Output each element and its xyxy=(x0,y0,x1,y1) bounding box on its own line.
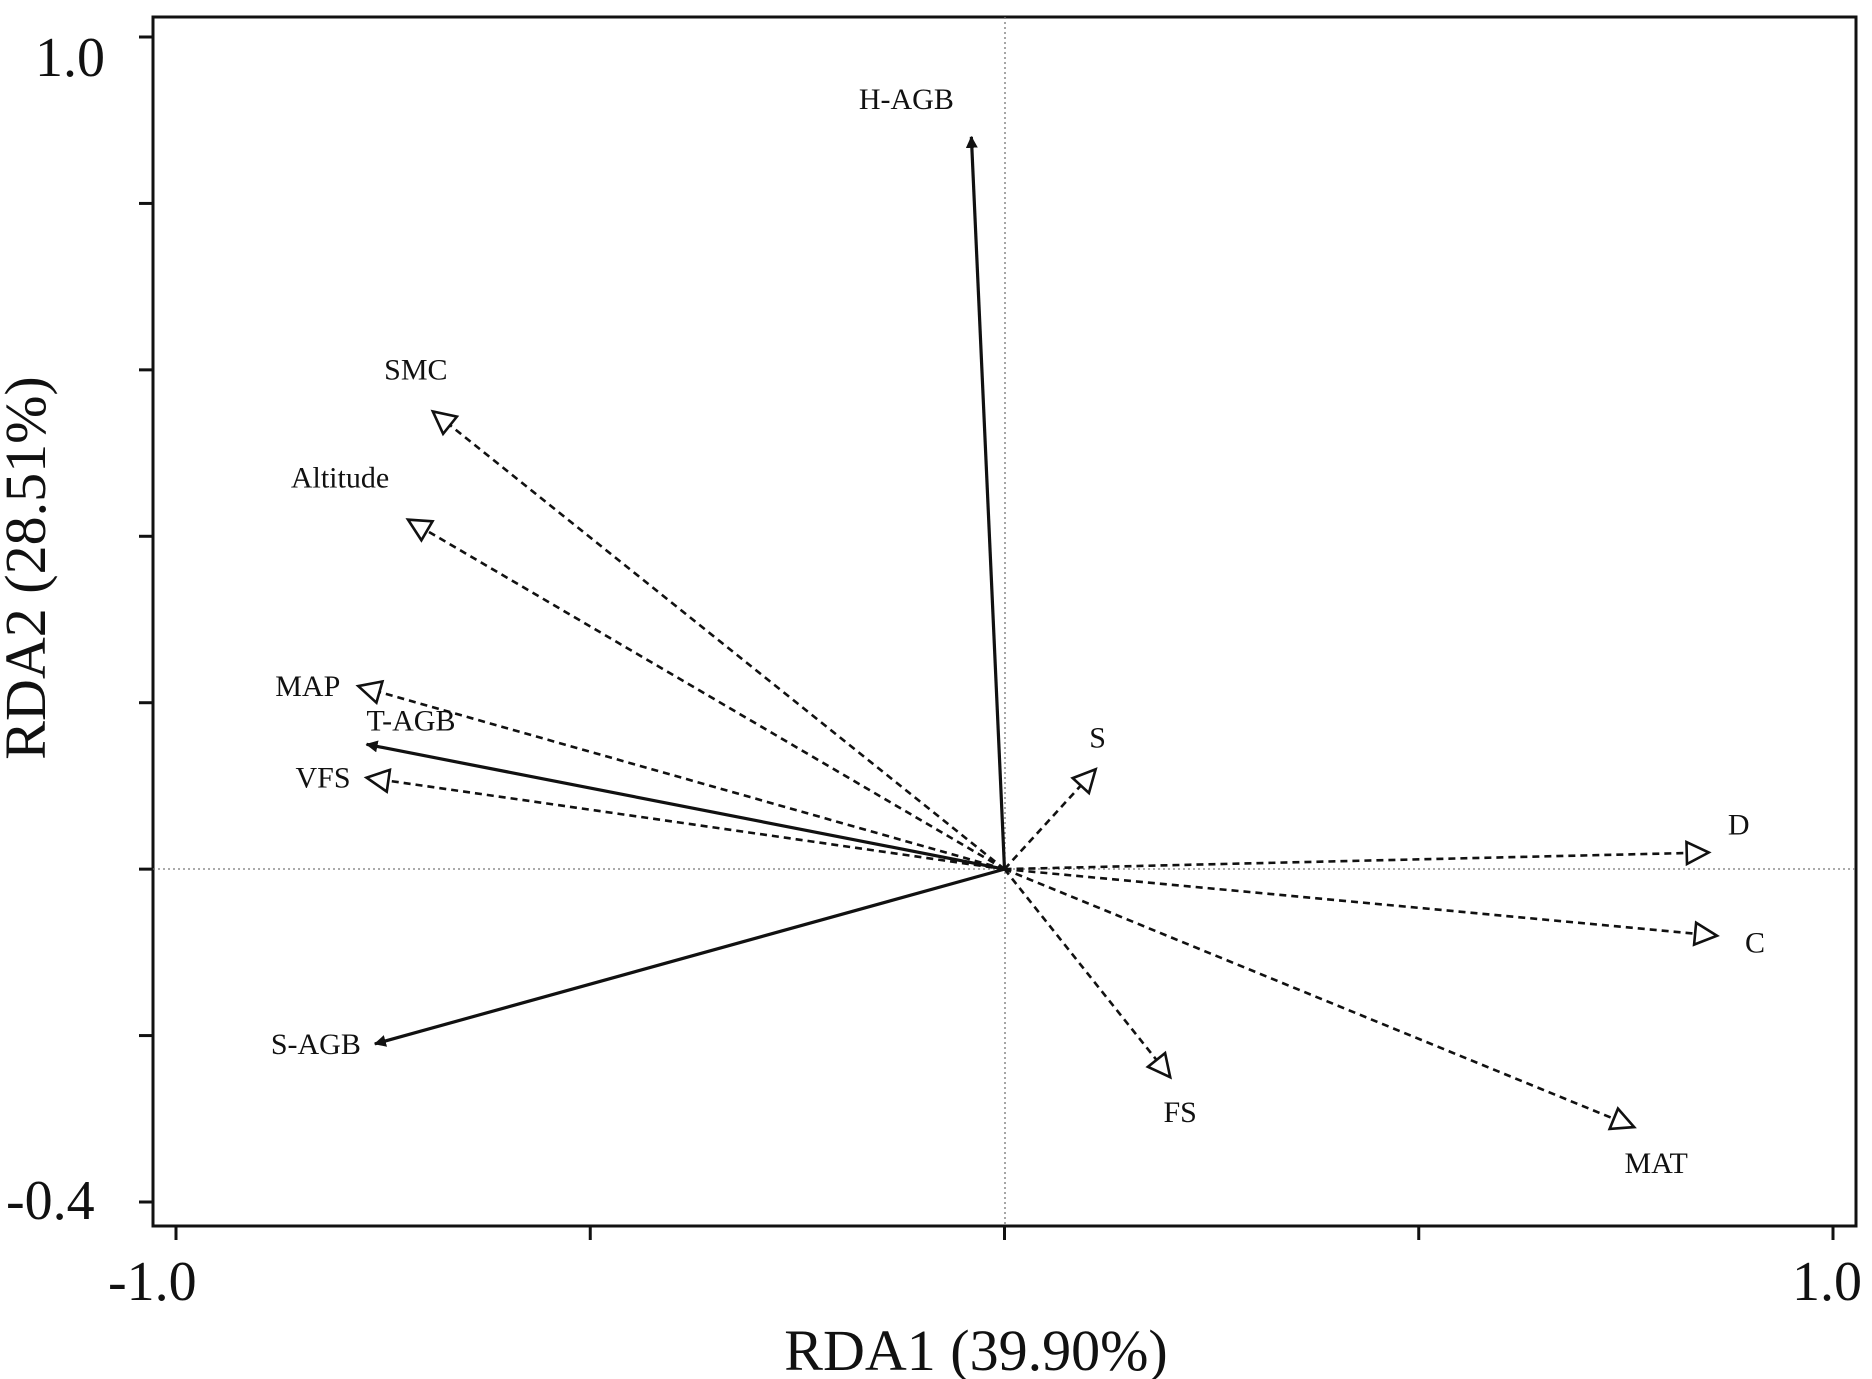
vector-label-fs: FS xyxy=(1164,1096,1197,1129)
x-tick-label-left: -1.0 xyxy=(108,1251,197,1313)
x-tick-label-right: 1.0 xyxy=(1792,1251,1862,1313)
y-axis-label: RDA2 (28.51%) xyxy=(0,376,58,759)
vector-label-s: S xyxy=(1089,721,1106,754)
vectors xyxy=(355,135,1720,1131)
x-axis-label: RDA1 (39.90%) xyxy=(784,1318,1167,1379)
vector-label-s-agb: S-AGB xyxy=(271,1028,361,1061)
response-vector-t-agb xyxy=(365,740,1005,871)
vector-label-smc: SMC xyxy=(384,353,447,386)
vector-label-map: MAP xyxy=(275,670,340,703)
vector-label-vfs: VFS xyxy=(296,762,351,795)
explanatory-vector-s xyxy=(1003,767,1098,871)
vector-label-altitude: Altitude xyxy=(291,462,389,495)
explanatory-vector-fs xyxy=(1003,868,1173,1080)
vector-label-c: C xyxy=(1745,927,1765,960)
explanatory-vector-mat xyxy=(1004,867,1637,1131)
explanatory-vector-map xyxy=(355,679,1005,871)
explanatory-vector-smc xyxy=(430,409,1006,871)
vector-labels: SMC Altitude MAP VFS S D C FS MAT H-AGB T-AGB S-AGB xyxy=(271,83,1765,1180)
explanatory-vector-altitude xyxy=(405,518,1006,871)
vector-label-h-agb: H-AGB xyxy=(859,83,954,116)
explanatory-vector-d xyxy=(1004,839,1712,871)
response-vector-h-agb xyxy=(965,135,1007,870)
response-vector-s-agb xyxy=(373,867,1005,1047)
vector-label-t-agb: T-AGB xyxy=(367,704,456,737)
y-tick-label-top: 1.0 xyxy=(35,27,105,89)
vector-label-d: D xyxy=(1728,809,1750,842)
axis-ticks xyxy=(139,35,1835,1240)
explanatory-vector-c xyxy=(1004,867,1720,947)
y-tick-label-bottom: -0.4 xyxy=(6,1170,95,1232)
vector-label-mat: MAT xyxy=(1624,1147,1687,1180)
